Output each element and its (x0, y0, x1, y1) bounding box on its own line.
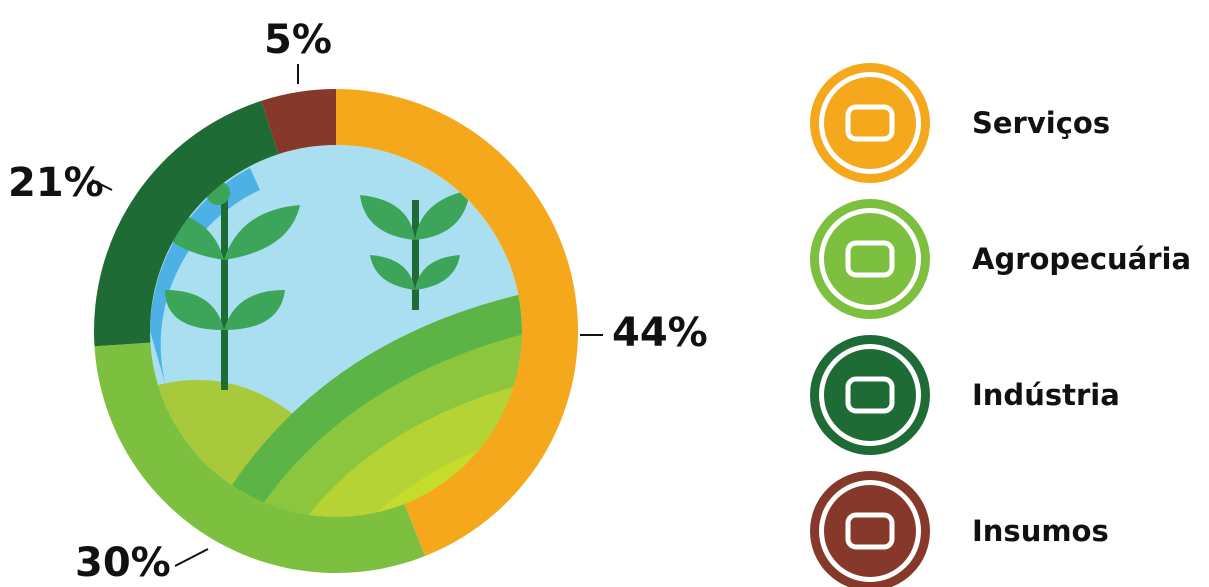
donut-segment (94, 342, 426, 573)
donut-segment (261, 89, 336, 155)
legend-disc (824, 77, 916, 169)
legend-icon (845, 104, 895, 142)
legend-icon (845, 512, 895, 550)
legend-label: Agropecuária (972, 242, 1191, 276)
value-label: 5% (264, 17, 332, 63)
legend-icon (845, 376, 895, 414)
label-leader (174, 548, 209, 567)
legend-icon (845, 240, 895, 278)
legend-label: Insumos (972, 514, 1109, 548)
legend-label: Serviços (972, 106, 1110, 140)
value-label: 21% (8, 160, 104, 206)
legend-disc (824, 485, 916, 577)
label-leader (91, 179, 113, 191)
value-label: 30% (75, 540, 171, 586)
legend-label: Indústria (972, 378, 1120, 412)
legend-disc (824, 213, 916, 305)
donut-segment (336, 89, 578, 557)
donut-segment (94, 100, 279, 347)
legend-disc (824, 349, 916, 441)
value-label: 44% (612, 310, 708, 356)
